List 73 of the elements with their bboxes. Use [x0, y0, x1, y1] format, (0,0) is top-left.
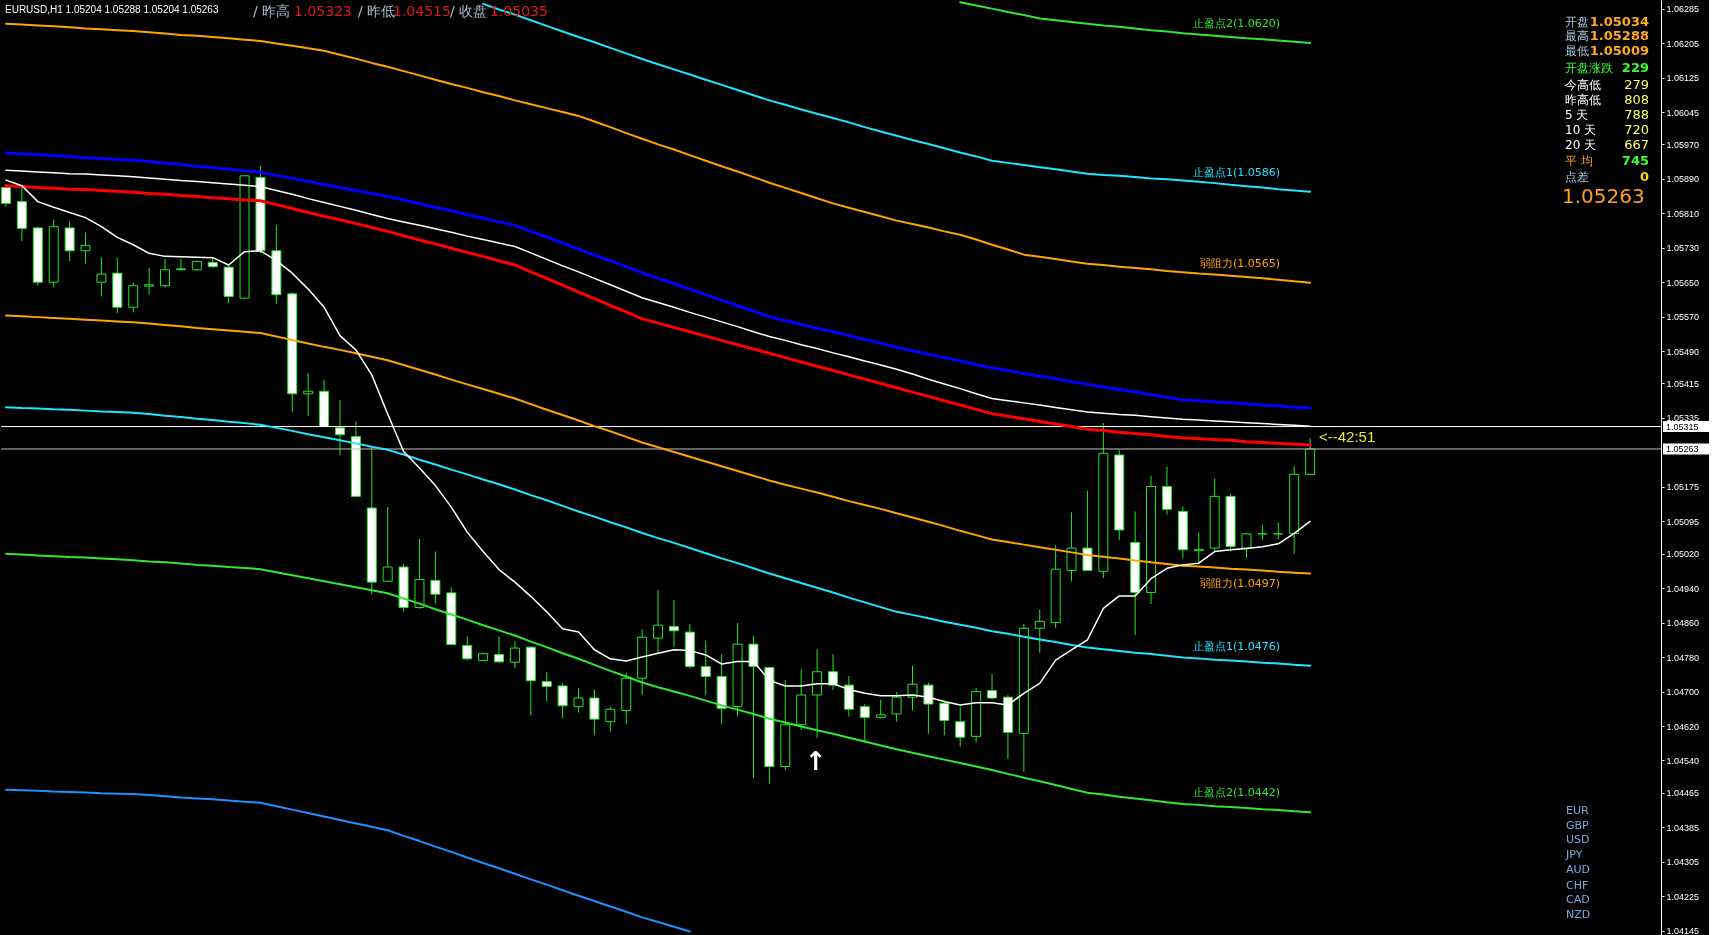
annotation: / 昨高 [253, 3, 291, 19]
text: 1.05288 [1589, 28, 1649, 43]
text: USD [1566, 833, 1590, 846]
y-tick-label: 1.05730 [1666, 243, 1700, 254]
series-label: 止盈点1(1.0476) [1193, 639, 1281, 653]
text: 808 [1624, 91, 1649, 107]
text: CAD [1566, 893, 1590, 906]
series-label: 止盈点1(1.0586) [1193, 165, 1281, 179]
y-tick-label: 1.05020 [1666, 549, 1700, 560]
y-tick-label: 1.05490 [1666, 346, 1700, 357]
text: 最低 [1565, 43, 1589, 58]
text: 最高 [1565, 29, 1589, 43]
y-tick-label: 1.06125 [1666, 73, 1700, 84]
text: 0 [1639, 169, 1649, 184]
y-tick-label: 1.04225 [1666, 891, 1700, 902]
y-tick-label: 1.04700 [1666, 687, 1700, 698]
chart-title: EURUSD,H1 1.05204 1.05288 1.05204 1.05263 [5, 4, 219, 15]
series-label: 止盈点2(1.0442) [1193, 786, 1281, 800]
text: 10 天 [1565, 123, 1597, 137]
text: 1.05263 [1562, 184, 1645, 208]
ref-line-label: 1.05315 [1666, 421, 1699, 432]
text: 5 天 [1565, 107, 1589, 122]
y-tick-label: 1.05175 [1666, 482, 1700, 493]
text: 今高低 [1565, 78, 1601, 92]
text: 开盘涨跌 [1565, 61, 1613, 75]
y-tick-label: 1.04385 [1666, 822, 1700, 833]
text: <--42:51 [1319, 428, 1376, 445]
y-tick-label: 1.05570 [1666, 312, 1700, 323]
annotation: ↑ [805, 746, 827, 776]
text: 昨高低 [1565, 92, 1601, 107]
annotation: / 收盘 [450, 3, 488, 19]
text: 1.05034 [1589, 13, 1649, 29]
y-tick-label: 1.04145 [1666, 926, 1700, 935]
text: 720 [1624, 122, 1649, 137]
y-tick-label: 1.05810 [1666, 208, 1700, 219]
y-tick-label: 1.04465 [1666, 788, 1700, 799]
y-tick-label: 1.04620 [1666, 721, 1700, 732]
text: 788 [1624, 106, 1649, 122]
series-label: 弱阻力(1.0565) [1200, 256, 1281, 270]
annotation: 1.05323 [294, 3, 352, 19]
y-tick-label: 1.05970 [1666, 139, 1700, 150]
text: 点差 [1565, 170, 1589, 184]
y-tick-label: 1.05335 [1666, 413, 1700, 424]
text: 1.05009 [1589, 42, 1649, 58]
series-label: 弱阻力(1.0497) [1200, 577, 1281, 591]
y-tick-label: 1.04780 [1666, 652, 1700, 663]
text: 20 天 [1565, 138, 1597, 153]
text: 745 [1621, 153, 1649, 168]
y-tick-label: 1.05415 [1666, 378, 1700, 389]
text: 229 [1621, 60, 1649, 75]
y-tick-label: 1.06205 [1666, 38, 1700, 49]
text: EUR [1566, 804, 1589, 817]
text: 279 [1624, 77, 1649, 92]
text: NZD [1566, 907, 1591, 921]
text: JPY [1565, 848, 1583, 861]
y-tick-label: 1.04305 [1666, 857, 1700, 868]
y-tick-label: 1.06285 [1666, 4, 1700, 15]
annotation: / 昨低 [358, 3, 396, 19]
y-tick-label: 1.04940 [1666, 583, 1700, 594]
y-tick-label: 1.04540 [1666, 756, 1700, 766]
y-tick-label: 1.06045 [1666, 107, 1700, 118]
text: CHF [1566, 879, 1589, 892]
series-label: 止盈点2(1.0620) [1193, 17, 1281, 31]
y-tick-label: 1.05890 [1666, 174, 1700, 185]
y-tick-label: 1.05095 [1666, 516, 1700, 527]
text: 667 [1624, 137, 1649, 153]
y-tick-label: 1.05650 [1666, 277, 1700, 288]
text: AUD [1566, 863, 1591, 876]
text: 平 均 [1565, 154, 1593, 168]
ref-line-label: 1.05263 [1666, 443, 1699, 454]
y-tick-label: 1.04860 [1666, 618, 1700, 629]
text: 开盘 [1565, 14, 1589, 29]
text: GBP [1566, 818, 1590, 832]
